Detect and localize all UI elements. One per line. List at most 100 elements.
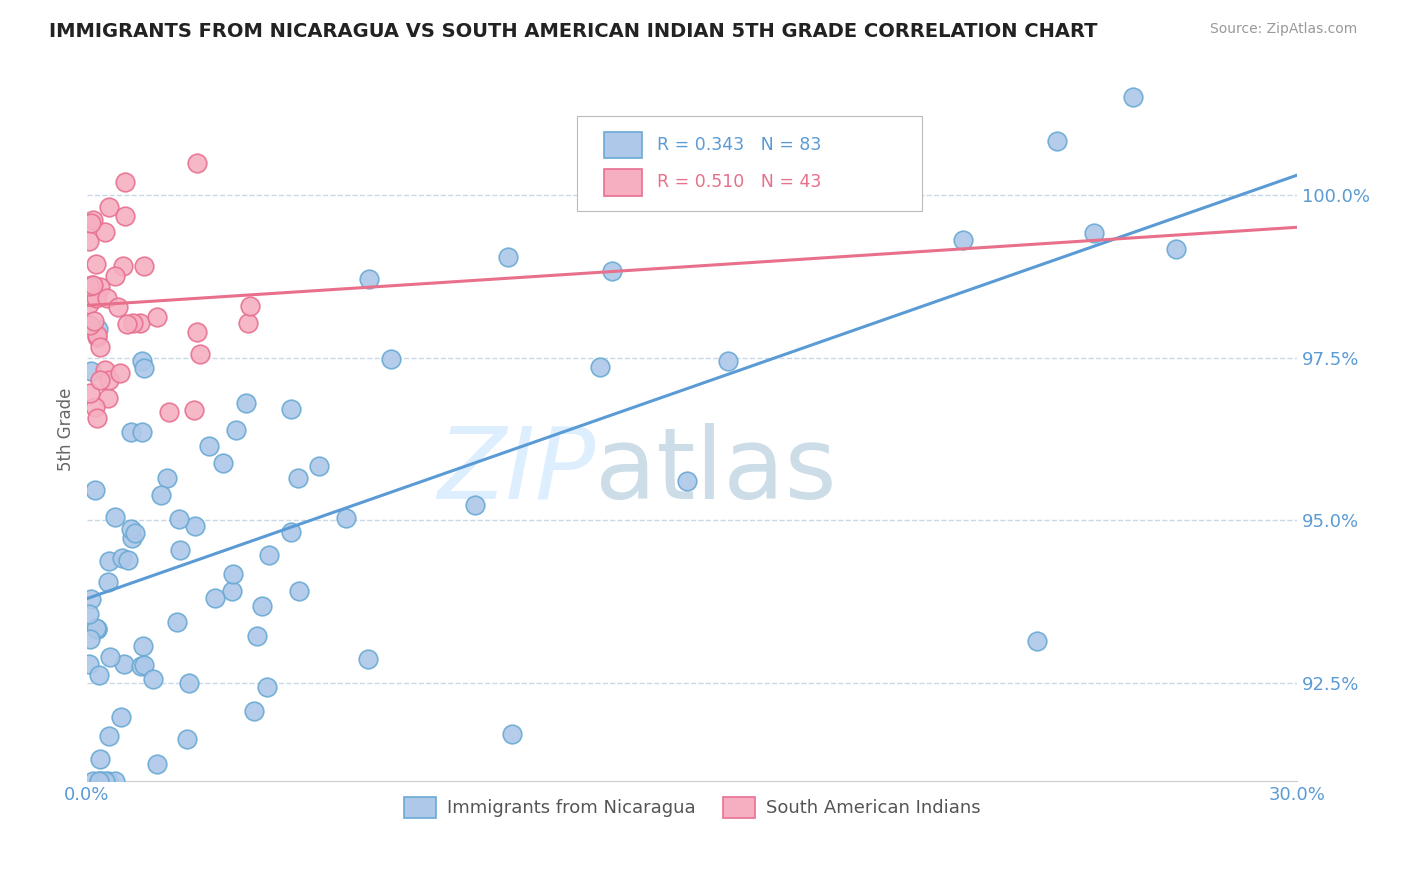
Point	[120, 523, 142, 537]
Point	[188, 346, 211, 360]
Point	[103, 269, 125, 284]
Point	[83, 483, 105, 497]
Point	[80, 592, 103, 607]
Point	[89, 280, 111, 294]
Point	[86, 330, 108, 344]
Point	[132, 658, 155, 673]
Point	[114, 175, 136, 189]
Point	[221, 583, 243, 598]
Point	[84, 291, 107, 305]
Point	[84, 257, 107, 271]
Point	[90, 774, 112, 789]
Point	[129, 316, 152, 330]
Point	[89, 752, 111, 766]
Point	[86, 411, 108, 425]
Point	[86, 327, 108, 342]
Point	[97, 574, 120, 589]
Point	[675, 474, 697, 488]
Point	[357, 272, 380, 286]
Point	[250, 599, 273, 613]
Point	[117, 552, 139, 566]
Point	[166, 615, 188, 629]
Point	[335, 511, 357, 525]
Point	[98, 554, 121, 568]
Point	[589, 359, 612, 374]
Point	[600, 263, 623, 277]
Text: Source: ZipAtlas.com: Source: ZipAtlas.com	[1209, 22, 1357, 37]
Point	[94, 362, 117, 376]
Point	[120, 425, 142, 439]
Point	[243, 705, 266, 719]
Point	[280, 402, 302, 417]
Point	[114, 209, 136, 223]
Point	[1045, 134, 1067, 148]
Point	[157, 405, 180, 419]
Point	[98, 649, 121, 664]
Point	[212, 456, 235, 470]
Text: ZIP: ZIP	[437, 423, 595, 520]
Point	[104, 510, 127, 524]
Point	[77, 297, 100, 311]
Point	[280, 525, 302, 540]
Point	[357, 651, 380, 665]
Point	[94, 774, 117, 789]
Point	[117, 318, 139, 332]
Point	[197, 439, 219, 453]
Point	[97, 200, 120, 214]
Point	[380, 351, 402, 366]
Point	[87, 322, 110, 336]
Point	[84, 400, 107, 414]
Point	[1025, 634, 1047, 648]
Point	[122, 316, 145, 330]
Point	[86, 622, 108, 636]
Point	[96, 291, 118, 305]
Point	[82, 278, 104, 293]
Point	[111, 260, 134, 274]
Point	[97, 729, 120, 743]
Point	[134, 361, 156, 376]
Point	[952, 234, 974, 248]
Point	[131, 354, 153, 368]
Point	[112, 657, 135, 671]
Point	[288, 584, 311, 599]
Point	[108, 366, 131, 380]
Point	[82, 213, 104, 227]
Point	[502, 727, 524, 741]
Point	[97, 373, 120, 387]
Point	[111, 551, 134, 566]
FancyBboxPatch shape	[576, 116, 922, 211]
Point	[150, 488, 173, 502]
Y-axis label: 5th Grade: 5th Grade	[58, 387, 75, 471]
Point	[89, 340, 111, 354]
Point	[93, 225, 115, 239]
Point	[225, 423, 247, 437]
Point	[692, 163, 714, 178]
Point	[77, 279, 100, 293]
Point	[77, 607, 100, 622]
Point	[184, 519, 207, 533]
Bar	[603, 169, 643, 195]
Point	[79, 318, 101, 332]
Point	[131, 425, 153, 439]
Point	[235, 396, 257, 410]
Point	[496, 250, 519, 264]
Legend: Immigrants from Nicaragua, South American Indians: Immigrants from Nicaragua, South America…	[396, 789, 988, 825]
Point	[82, 277, 104, 292]
Point	[86, 622, 108, 636]
Point	[89, 668, 111, 682]
Point	[246, 629, 269, 643]
Point	[142, 672, 165, 686]
Point	[145, 757, 167, 772]
Text: R = 0.343   N = 83: R = 0.343 N = 83	[657, 136, 821, 154]
Point	[79, 632, 101, 647]
Point	[83, 313, 105, 327]
Point	[1122, 90, 1144, 104]
Point	[239, 299, 262, 313]
Point	[107, 300, 129, 314]
Point	[89, 774, 111, 789]
Point	[186, 325, 208, 339]
Point	[129, 658, 152, 673]
Point	[156, 471, 179, 485]
Point	[204, 591, 226, 605]
Point	[77, 234, 100, 248]
